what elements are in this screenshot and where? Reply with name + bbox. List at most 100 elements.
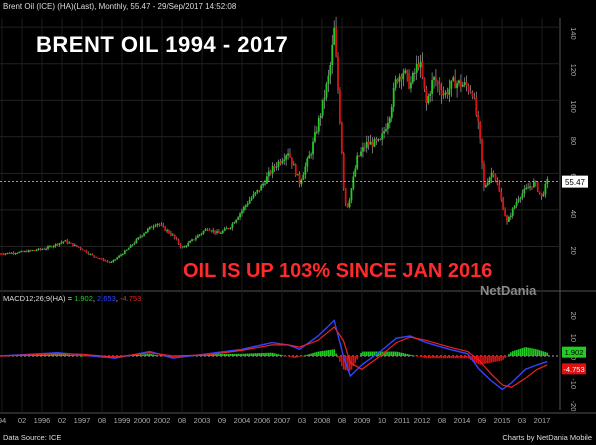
macd-histogram-bar <box>352 356 355 367</box>
candle-body <box>79 247 82 249</box>
candle-body <box>221 230 224 234</box>
candle-body <box>508 216 510 222</box>
candle-body <box>2 254 5 256</box>
macd-histogram-bar <box>306 354 309 356</box>
macd-histogram-bar <box>425 356 428 359</box>
macd-histogram-bar <box>483 356 485 365</box>
candle-body <box>513 205 516 209</box>
macd-histogram-bar <box>285 356 287 357</box>
time-tick-label: 09 <box>218 416 226 425</box>
macd-histogram-bar <box>231 353 234 356</box>
candle-body <box>187 242 190 246</box>
macd-histogram-bar <box>172 356 174 359</box>
candle-body <box>260 185 263 191</box>
macd-histogram-bar <box>327 350 330 356</box>
macd-histogram-bar <box>319 351 322 356</box>
candle-body <box>281 161 284 164</box>
candle-body <box>436 82 439 85</box>
candle-body <box>413 72 416 74</box>
macd-histogram-bar <box>440 356 443 359</box>
candle-body <box>525 187 528 190</box>
candle-body <box>52 245 55 248</box>
candle-body <box>75 244 78 247</box>
macd-histogram-bar <box>233 353 236 356</box>
candle-body <box>277 161 280 167</box>
candle-body <box>477 114 480 122</box>
candle-body <box>129 245 132 249</box>
candle-body <box>517 198 520 202</box>
time-tick-label: 2012 <box>414 416 431 425</box>
candle-body <box>97 257 99 259</box>
candle-body <box>529 186 531 188</box>
macd-histogram-bar <box>544 352 547 356</box>
candle-body <box>173 234 176 238</box>
candle-body <box>267 171 270 177</box>
macd-histogram-bar <box>114 356 117 357</box>
candle-body <box>83 250 86 252</box>
macd-histogram-bar <box>148 353 151 356</box>
candle-body <box>116 257 119 260</box>
candle-body <box>289 153 291 158</box>
candle-body <box>531 186 533 188</box>
candle-body <box>68 242 71 244</box>
candle-body <box>410 82 412 89</box>
macd-histogram-bar <box>252 353 255 356</box>
macd-histogram-bar <box>486 356 489 364</box>
macd-histogram-bar <box>145 354 147 356</box>
candle-body <box>375 138 378 141</box>
macd-histogram-bar <box>51 353 53 356</box>
macd-histogram-bar <box>266 352 268 356</box>
macd-histogram-bar <box>269 352 272 356</box>
macd-histogram-bar <box>415 356 418 357</box>
macd-histogram-bar <box>444 356 447 359</box>
time-tick-label: 2017 <box>534 416 551 425</box>
candle-body <box>431 80 433 94</box>
candle-body <box>292 164 295 166</box>
macd-histogram-bar <box>515 349 518 356</box>
candle-body <box>237 217 240 220</box>
macd-histogram-bar <box>517 349 520 356</box>
candle-body <box>269 171 272 174</box>
macd-histogram-bar <box>417 356 420 357</box>
candle-body <box>400 76 403 80</box>
hist-value-tag <box>562 363 586 375</box>
macd-histogram-bar <box>52 353 55 356</box>
candle-body <box>521 193 524 198</box>
macd-histogram-bar <box>214 354 216 356</box>
candle-body <box>127 248 130 250</box>
candle-body <box>344 188 347 204</box>
macd-histogram-bar <box>300 356 303 357</box>
macd-histogram-bar <box>421 356 424 358</box>
macd-histogram-bar <box>473 356 476 363</box>
candle-body <box>164 226 167 231</box>
macd-histogram-bar <box>239 353 241 356</box>
candle-body <box>250 197 253 201</box>
macd-histogram-bar <box>62 354 65 356</box>
macd-histogram-bar <box>450 356 453 359</box>
candle-body <box>329 65 332 76</box>
candle-body <box>515 201 518 206</box>
time-tick-label: 2004 <box>234 416 251 425</box>
candle-body <box>321 99 324 116</box>
macd-histogram-bar <box>492 356 495 363</box>
price-tick-label: 120 <box>569 64 578 77</box>
candle-body <box>396 79 399 82</box>
macd-tick-label: 0 <box>569 356 578 360</box>
candle-body <box>352 176 355 189</box>
macd-histogram-bar <box>540 350 543 356</box>
candle-body <box>335 27 337 57</box>
macd-histogram-bar <box>456 356 458 359</box>
macd-histogram-bar <box>419 356 422 357</box>
macd-histogram-bar <box>356 356 359 360</box>
candle-body <box>388 117 391 124</box>
macd-histogram-bar <box>429 356 431 359</box>
candle-body <box>461 84 464 87</box>
macd-histogram-bar <box>72 355 74 356</box>
macd-histogram-bar <box>321 350 324 356</box>
candle-body <box>231 223 234 228</box>
candle-body <box>310 154 313 156</box>
candle-body <box>377 138 380 141</box>
candle-body <box>112 260 115 262</box>
candle-body <box>494 174 497 180</box>
